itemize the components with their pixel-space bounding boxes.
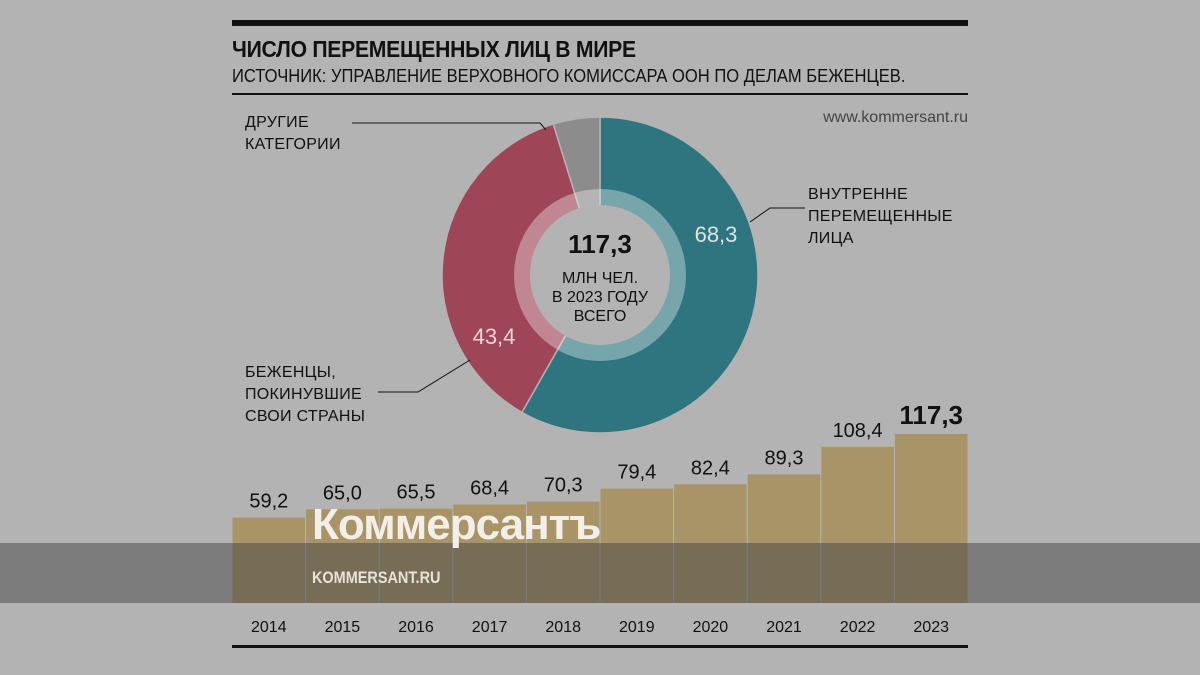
center-caption: В 2023 ГОДУ (552, 289, 649, 306)
leader-line-idp (749, 207, 805, 223)
watermark-logo: Коммерсантъ (312, 500, 601, 549)
pie-slice-1 (441, 123, 601, 414)
label-line: ПОКИНУВШИЕ (245, 386, 362, 403)
x-tick-label: 2015 (325, 619, 361, 636)
header-rule (232, 93, 968, 95)
label-line: БЕЖЕНЦЫ, (245, 364, 337, 381)
x-tick-label: 2016 (398, 619, 434, 636)
chart-title: ЧИСЛО ПЕРЕМЕЩЕННЫХ ЛИЦ В МИРЕ (232, 36, 636, 62)
x-tick-label: 2021 (766, 619, 802, 636)
x-tick-label: 2023 (913, 619, 949, 636)
slice-value-label: 68,3 (695, 222, 738, 247)
label-line: ЛИЦА (808, 230, 854, 247)
site-link: www.kommersant.ru (823, 109, 968, 126)
bar-value-label: 89,3 (765, 447, 804, 469)
label-refugees: БЕЖЕНЦЫ, ПОКИНУВШИЕ СВОИ СТРАНЫ (245, 362, 365, 428)
bar-value-label: 65,0 (323, 482, 362, 504)
bar-value-label: 59,2 (249, 491, 288, 513)
bar-value-label: 65,5 (397, 482, 436, 504)
label-line: КАТЕГОРИИ (245, 136, 341, 153)
label-line: ДРУГИЕ (245, 114, 309, 131)
top-rule (232, 20, 968, 26)
bar-value-label: 117,3 (899, 400, 963, 430)
x-tick-label: 2020 (693, 619, 729, 636)
label-line: ВНУТРЕННЕ (808, 186, 908, 203)
chart-source: ИСТОЧНИК: УПРАВЛЕНИЕ ВЕРХОВНОГО КОМИССАР… (232, 66, 906, 86)
label-other: ДРУГИЕ КАТЕГОРИИ (245, 112, 341, 156)
leader-line-refugees (378, 359, 471, 393)
total-value: 117,3 (568, 229, 632, 259)
x-tick-label: 2014 (251, 619, 287, 636)
watermark-band (0, 543, 1200, 603)
label-idp: ВНУТРЕННЕ ПЕРЕМЕЩЕННЫЕ ЛИЦА (808, 184, 953, 250)
slice-value-label: 43,4 (473, 324, 516, 349)
x-tick-label: 2019 (619, 619, 655, 636)
bar-value-label: 68,4 (470, 477, 509, 499)
x-tick-label: 2022 (840, 619, 876, 636)
bar-value-label: 108,4 (833, 420, 883, 442)
leader-line-other (352, 122, 547, 131)
label-line: ПЕРЕМЕЩЕННЫЕ (808, 208, 953, 225)
bar-value-label: 70,3 (544, 475, 583, 497)
bottom-rule (232, 645, 968, 648)
center-caption: МЛН ЧЕЛ. (562, 270, 638, 287)
bar-value-label: 79,4 (617, 462, 656, 484)
x-tick-label: 2017 (472, 619, 508, 636)
watermark-url: KOMMERSANT.RU (312, 568, 441, 587)
label-line: СВОИ СТРАНЫ (245, 408, 366, 425)
bar-value-label: 82,4 (691, 457, 730, 479)
donut-hole (530, 205, 670, 345)
x-tick-label: 2018 (545, 619, 581, 636)
center-caption: ВСЕГО (574, 308, 627, 325)
